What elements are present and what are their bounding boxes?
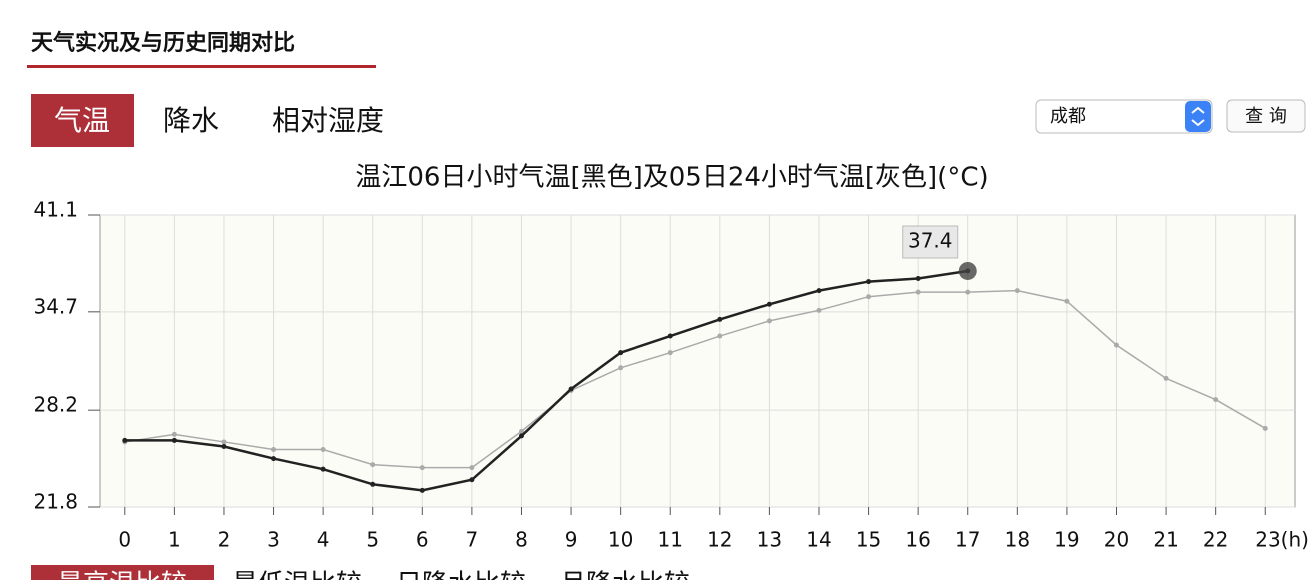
x-tick-label: 16	[905, 528, 930, 552]
y-tick-label: 21.8	[33, 490, 78, 514]
point	[370, 481, 376, 487]
x-tick-label: 8	[515, 528, 528, 552]
point	[866, 279, 872, 285]
x-tick-label: 15	[856, 528, 881, 552]
x-tick-label: 6	[416, 528, 429, 552]
x-tick-label: 23(h)	[1255, 528, 1309, 552]
point	[1064, 298, 1070, 304]
point	[816, 288, 822, 294]
point	[1113, 342, 1119, 348]
point	[1014, 288, 1020, 294]
point	[717, 333, 723, 339]
x-tick-label: 3	[267, 528, 280, 552]
point	[518, 433, 524, 439]
tab[interactable]: 气温	[54, 104, 110, 137]
point	[816, 307, 822, 313]
point	[667, 350, 673, 356]
x-tick-label: 20	[1104, 528, 1129, 552]
point	[370, 462, 376, 468]
y-tick-label: 28.2	[33, 393, 78, 417]
x-tick-label: 9	[565, 528, 578, 552]
bottom-tab-active-bg[interactable]	[31, 565, 214, 580]
point	[419, 465, 425, 471]
point	[419, 487, 425, 493]
x-tick-label: 10	[608, 528, 633, 552]
highlight-point	[958, 261, 977, 280]
point	[1262, 425, 1268, 431]
point	[866, 294, 872, 300]
point	[618, 365, 624, 371]
y-tick-label: 34.7	[33, 294, 78, 318]
x-tick-label: 1	[168, 528, 181, 552]
point	[717, 316, 723, 322]
point	[667, 333, 673, 339]
x-tick-label: 22	[1203, 528, 1228, 552]
x-tick-label: 14	[806, 528, 831, 552]
point	[171, 431, 177, 437]
y-tick-label: 41.1	[33, 198, 78, 222]
tooltip-text: 37.4	[908, 228, 953, 252]
select-arrow-bg[interactable]	[1185, 101, 1211, 132]
point	[766, 301, 772, 307]
city-select-text[interactable]: 成都	[1050, 106, 1086, 127]
point	[766, 318, 772, 324]
point	[965, 289, 971, 295]
x-tick-label: 7	[466, 528, 479, 552]
city-select[interactable]	[1035, 99, 1213, 134]
chart-title: 温江06日小时气温[黑色]及05日24小时气温[灰色](°C)	[355, 163, 988, 193]
bottom-tab[interactable]: 月降水比较	[560, 570, 690, 580]
point	[221, 443, 227, 449]
point	[271, 456, 277, 462]
point	[171, 437, 177, 443]
x-tick-label: 12	[707, 528, 732, 552]
point	[221, 439, 227, 445]
x-tick-label: 11	[658, 528, 683, 552]
tooltip-box	[902, 225, 959, 259]
query-button[interactable]	[1226, 99, 1306, 133]
x-tick-label: 21	[1153, 528, 1178, 552]
x-tick-label: 18	[1005, 528, 1030, 552]
point	[320, 466, 326, 472]
x-tick-label: 5	[366, 528, 379, 552]
series-line	[124, 269, 968, 492]
plot-area	[99, 214, 1296, 508]
point	[568, 386, 574, 392]
x-tick-label: 2	[218, 528, 231, 552]
point	[320, 447, 326, 453]
point	[518, 428, 524, 434]
x-tick-label: 17	[955, 528, 980, 552]
x-tick-label: 4	[317, 528, 330, 552]
query-button-text[interactable]: 查 询	[1245, 106, 1287, 127]
point	[915, 276, 921, 282]
title-underline	[27, 65, 376, 68]
x-tick-label: 0	[118, 528, 131, 552]
plot: 21.828.234.741.10 1 2 3 4 5 6 7 8 9 10 11 12 13 14 15 16…	[33, 198, 1309, 552]
point	[915, 289, 921, 295]
point	[469, 477, 475, 483]
select-arrow	[1191, 106, 1205, 127]
point	[1213, 397, 1219, 403]
x-tick-label: 19	[1054, 528, 1079, 552]
bottom-tab[interactable]: 日降水比较	[396, 570, 526, 580]
bottom-tab[interactable]: 最高温比较	[57, 570, 187, 580]
point	[469, 465, 475, 471]
point	[1163, 375, 1169, 381]
point	[618, 350, 624, 356]
series-line	[124, 289, 1266, 469]
x-tick-label: 13	[757, 528, 782, 552]
tab[interactable]: 降水	[163, 104, 219, 137]
tab-active-bg[interactable]	[31, 94, 134, 147]
point	[122, 437, 128, 443]
tab[interactable]: 相对湿度	[272, 104, 384, 137]
point	[271, 447, 277, 453]
bottom-tab[interactable]: 最低温比较	[232, 570, 362, 580]
section-title: 天气实况及与历史同期对比	[31, 30, 295, 56]
